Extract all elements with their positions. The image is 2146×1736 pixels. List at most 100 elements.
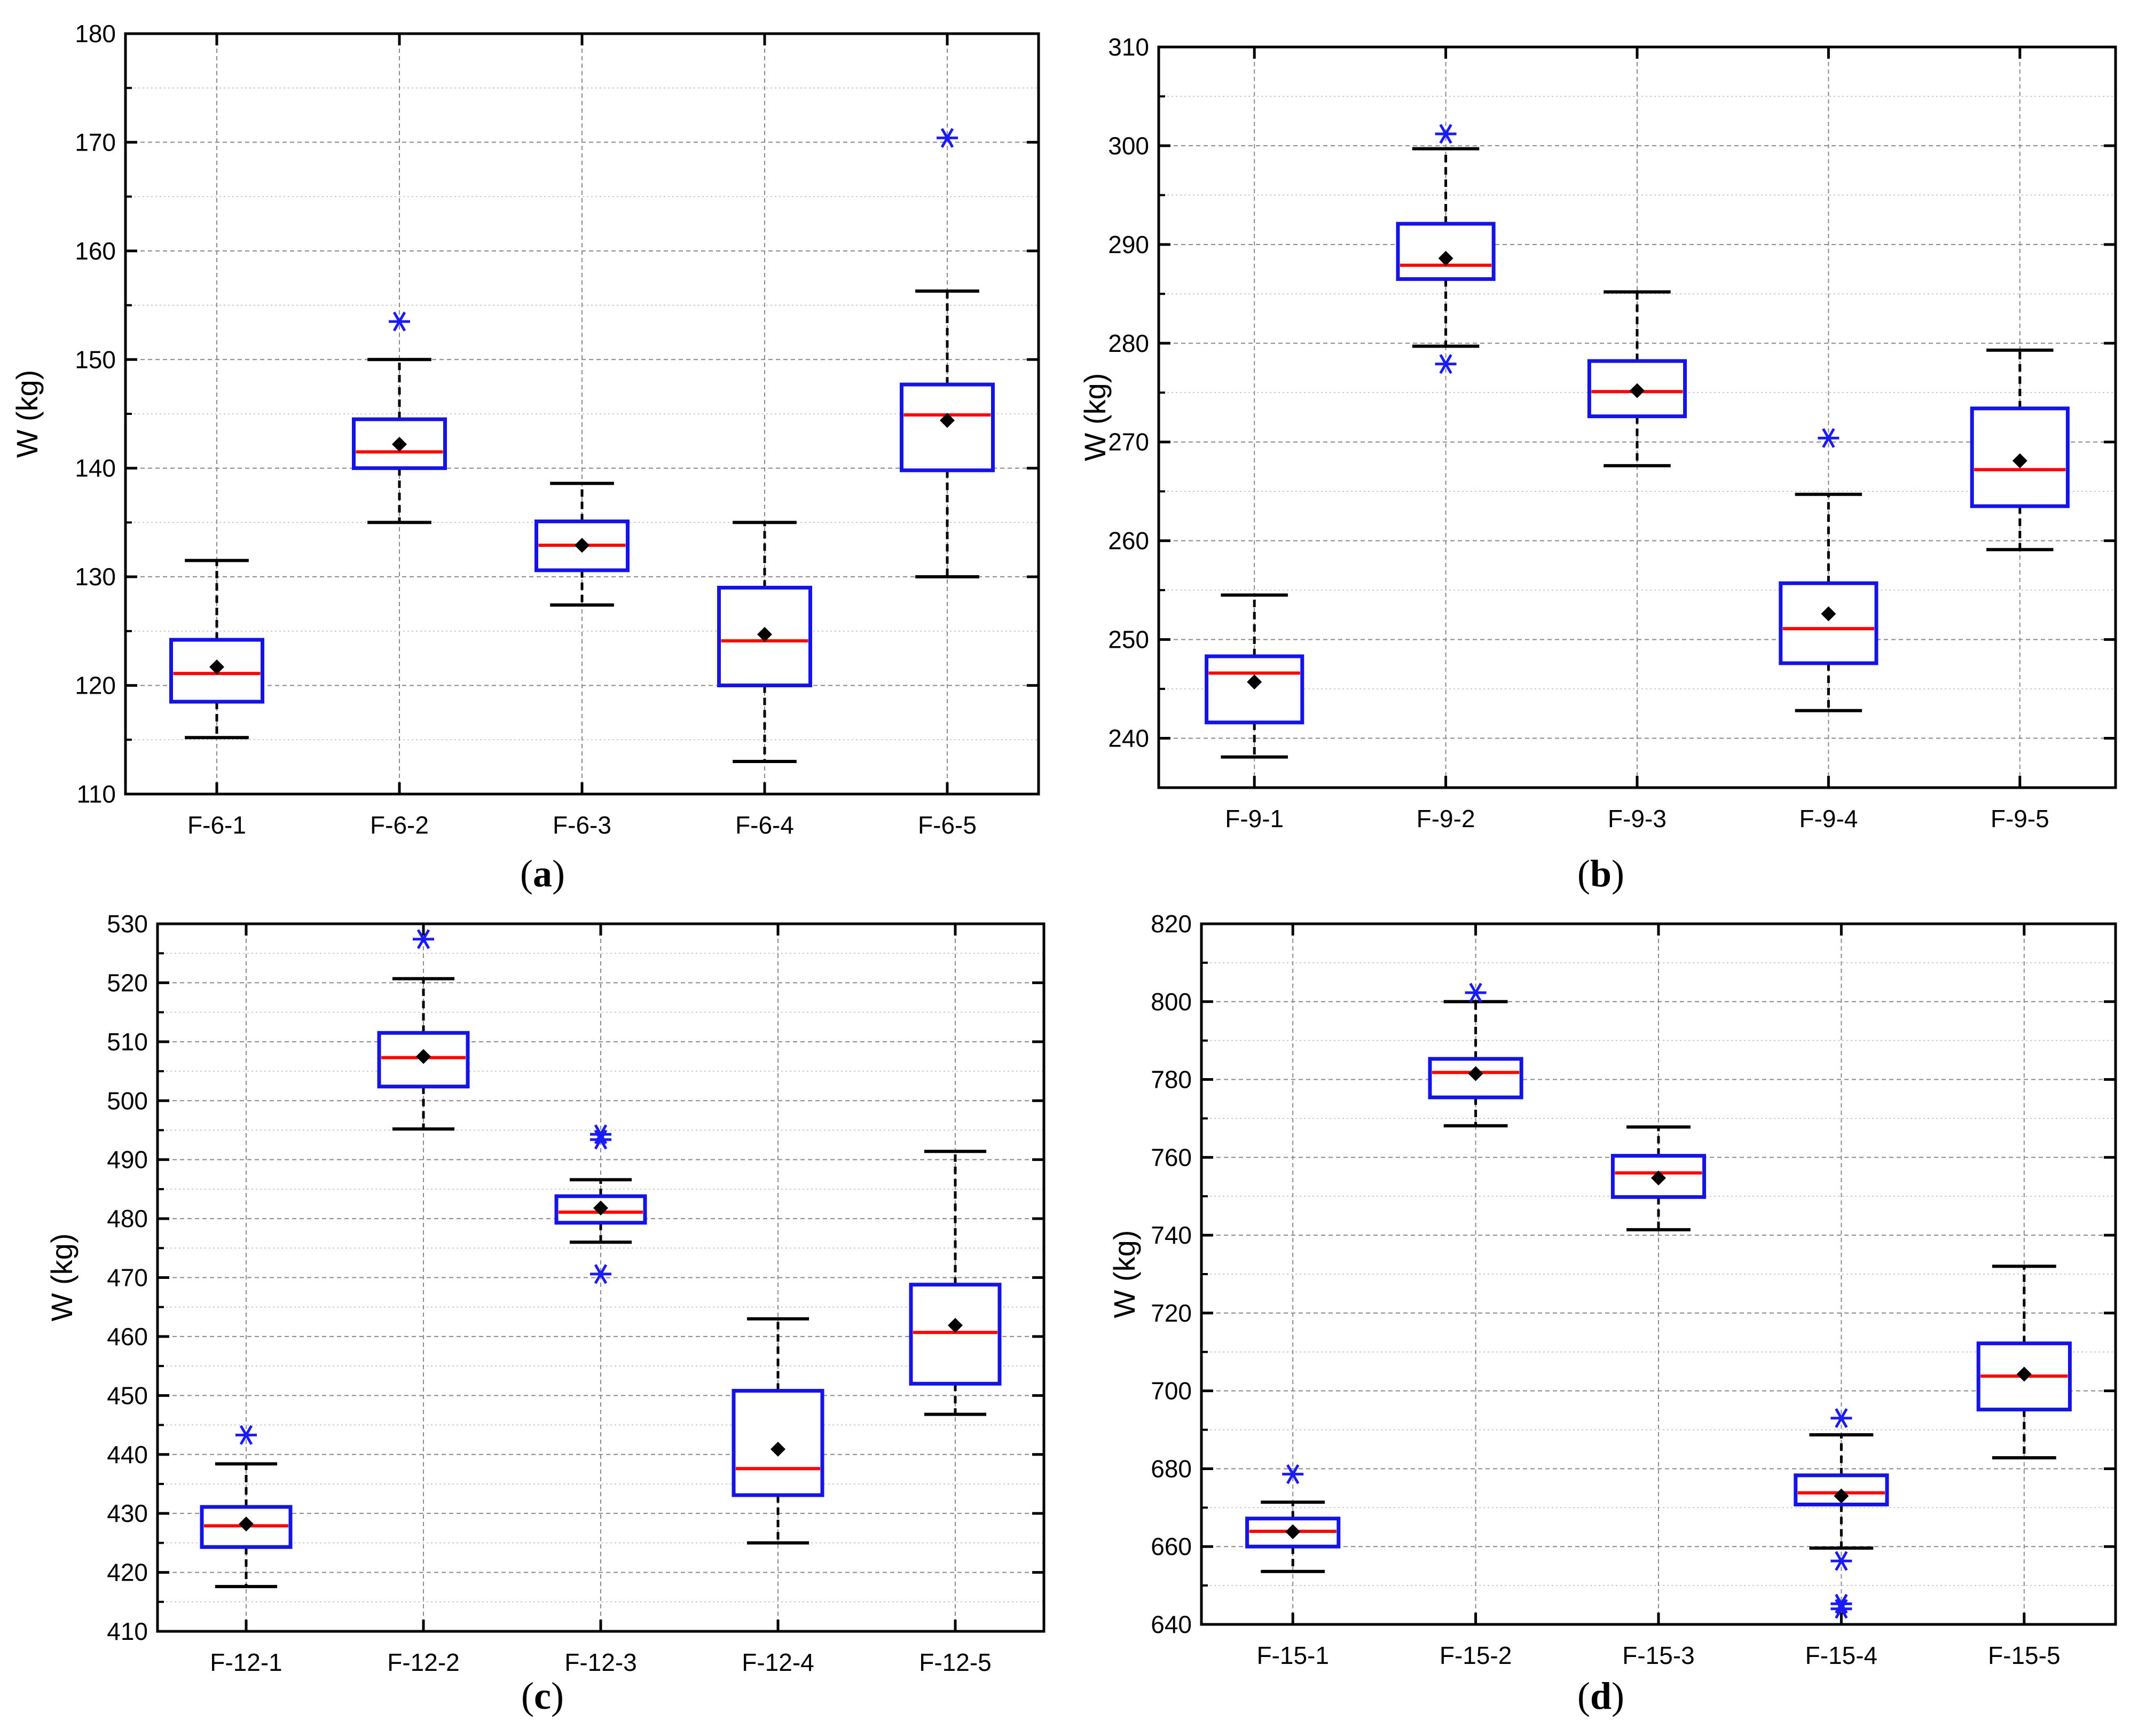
panel-a-y-axis: 110 120 130 140 150 160 170 180 bbox=[75, 20, 1039, 808]
box-F-15-1 bbox=[1245, 1464, 1341, 1573]
y-tick-label: 740 bbox=[1151, 1221, 1192, 1249]
mean-marker bbox=[1630, 383, 1645, 398]
panel-b-y-axis-title: W (kg) bbox=[1078, 373, 1112, 461]
panel-c: 410 420 430 440 450 460 470 480 490 500 510 520 530 F… bbox=[45, 910, 1046, 1717]
box-F-15-3 bbox=[1610, 1125, 1707, 1231]
y-tick-label: 500 bbox=[107, 1087, 148, 1114]
y-tick-label: 310 bbox=[1108, 33, 1149, 61]
box-F-15-4 bbox=[1794, 1408, 1889, 1619]
box-F-9-5 bbox=[1970, 348, 2070, 552]
box-F-12-5 bbox=[909, 1150, 1002, 1416]
box-F-12-1 bbox=[200, 1425, 293, 1589]
iqr-box bbox=[352, 417, 447, 470]
y-tick-label: 280 bbox=[1108, 329, 1149, 357]
box-F-6-5 bbox=[900, 128, 995, 579]
x-tick-label: F-15-3 bbox=[1622, 1641, 1694, 1669]
x-tick-label: F-9-2 bbox=[1417, 805, 1475, 832]
outlier-marker bbox=[590, 1129, 611, 1150]
mean-marker bbox=[1438, 250, 1453, 266]
y-tick-label: 640 bbox=[1151, 1611, 1192, 1638]
x-tick-label: F-9-1 bbox=[1225, 805, 1284, 832]
panel-d-y-axis: 640 660 680 700 720 740 760 780 800 820 bbox=[1151, 910, 2116, 1638]
y-tick-label: 700 bbox=[1151, 1377, 1192, 1405]
y-tick-label: 660 bbox=[1151, 1533, 1192, 1560]
mean-marker bbox=[771, 1441, 785, 1457]
x-tick-label: F-15-2 bbox=[1440, 1641, 1512, 1669]
panel-a-caption: (a) bbox=[520, 852, 565, 895]
caption-letter: b bbox=[1590, 852, 1612, 895]
y-tick-label: 450 bbox=[107, 1381, 148, 1409]
box-F-9-3 bbox=[1587, 290, 1687, 468]
mean-marker bbox=[593, 1200, 608, 1216]
x-tick-label: F-15-1 bbox=[1256, 1641, 1329, 1669]
y-tick-label: 300 bbox=[1108, 132, 1149, 160]
caption-close-paren: ) bbox=[552, 852, 565, 895]
y-tick-label: 800 bbox=[1151, 988, 1192, 1016]
mean-marker bbox=[2012, 453, 2027, 468]
caption-close-paren: ) bbox=[1612, 852, 1624, 895]
y-tick-label: 170 bbox=[75, 128, 116, 156]
y-tick-label: 760 bbox=[1151, 1143, 1192, 1171]
box-F-12-2 bbox=[377, 929, 470, 1131]
panel-c-y-axis: 410 420 430 440 450 460 470 480 490 500 510 520 530 bbox=[107, 910, 1044, 1645]
y-tick-label: 480 bbox=[107, 1205, 148, 1232]
iqr-box bbox=[1779, 581, 1878, 665]
x-tick-label: F-6-1 bbox=[187, 811, 246, 839]
y-tick-label: 270 bbox=[1108, 428, 1149, 456]
y-tick-label: 150 bbox=[75, 345, 116, 373]
y-tick-label: 160 bbox=[75, 237, 116, 265]
caption-open-paren: ( bbox=[1577, 852, 1590, 895]
outlier-marker bbox=[413, 929, 434, 949]
y-tick-label: 250 bbox=[1108, 626, 1149, 654]
x-tick-label: F-6-3 bbox=[553, 811, 611, 839]
y-tick-label: 260 bbox=[1108, 527, 1149, 555]
mean-marker bbox=[392, 436, 407, 452]
y-tick-label: 440 bbox=[107, 1441, 148, 1468]
box-F-6-3 bbox=[534, 482, 630, 607]
mean-marker bbox=[2016, 1366, 2032, 1382]
outlier-marker bbox=[590, 1264, 611, 1284]
y-tick-label: 470 bbox=[107, 1264, 148, 1292]
box-F-12-4 bbox=[732, 1317, 824, 1545]
mean-marker bbox=[1834, 1488, 1849, 1504]
y-tick-label: 410 bbox=[107, 1617, 148, 1645]
x-tick-label: F-9-5 bbox=[1991, 805, 2049, 832]
y-tick-label: 240 bbox=[1108, 725, 1149, 752]
x-tick-label: F-12-1 bbox=[210, 1648, 282, 1676]
y-tick-label: 490 bbox=[107, 1146, 148, 1174]
x-tick-label: F-12-5 bbox=[919, 1648, 991, 1676]
box-F-6-1 bbox=[169, 559, 264, 740]
panel-d-y-axis-title: W (kg) bbox=[1107, 1230, 1141, 1318]
x-tick-label: F-6-4 bbox=[735, 811, 794, 839]
caption-letter: d bbox=[1590, 1675, 1612, 1717]
y-tick-label: 290 bbox=[1108, 231, 1149, 258]
x-tick-label: F-15-5 bbox=[1988, 1641, 2060, 1669]
outlier-marker bbox=[235, 1425, 257, 1445]
panel-a-gridlines bbox=[125, 34, 1039, 794]
y-tick-label: 520 bbox=[107, 969, 148, 996]
y-tick-label: 140 bbox=[75, 454, 116, 482]
outlier-marker bbox=[1435, 354, 1457, 374]
y-tick-label: 110 bbox=[77, 780, 116, 808]
mean-marker bbox=[940, 413, 955, 428]
x-tick-label: F-9-4 bbox=[1799, 805, 1858, 832]
caption-letter: a bbox=[533, 852, 552, 895]
y-tick-label: 460 bbox=[107, 1323, 148, 1350]
box-F-15-2 bbox=[1428, 983, 1523, 1128]
x-tick-label: F-6-2 bbox=[370, 811, 429, 839]
caption-open-paren: ( bbox=[521, 1675, 534, 1717]
x-tick-label: F-6-5 bbox=[918, 811, 977, 839]
y-tick-label: 780 bbox=[1151, 1066, 1192, 1094]
x-tick-label: F-12-3 bbox=[564, 1648, 636, 1676]
y-tick-label: 510 bbox=[107, 1028, 148, 1056]
caption-close-paren: ) bbox=[1612, 1675, 1624, 1717]
panel-a-x-axis: F-6-1 F-6-2 F-6-3 F-6-4 F-6-5 bbox=[187, 34, 977, 839]
outlier-marker bbox=[1830, 1599, 1852, 1619]
mean-marker bbox=[239, 1517, 254, 1532]
x-tick-label: F-12-4 bbox=[742, 1648, 814, 1676]
outlier-marker bbox=[1435, 124, 1457, 144]
panel-c-caption: (c) bbox=[521, 1675, 564, 1717]
